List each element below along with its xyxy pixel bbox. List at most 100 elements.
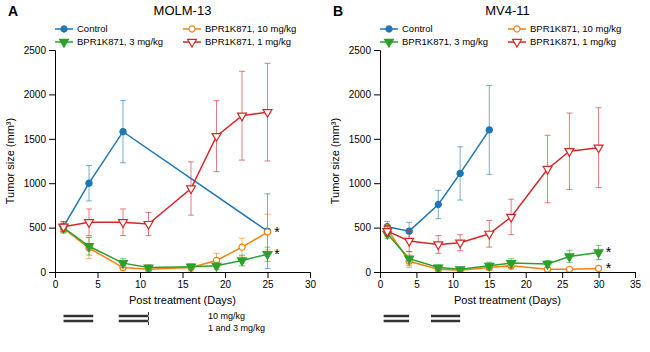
x-tick: 30 bbox=[594, 272, 606, 290]
y-tick-mark bbox=[49, 272, 55, 273]
marker bbox=[263, 252, 272, 260]
marker bbox=[594, 250, 603, 258]
x-tick-label: 35 bbox=[630, 279, 642, 290]
x-axis-line bbox=[56, 273, 311, 279]
dosing-schedule bbox=[384, 316, 461, 321]
series-line bbox=[64, 132, 268, 231]
marker bbox=[456, 267, 465, 272]
marker bbox=[565, 149, 574, 157]
x-tick-label: 25 bbox=[262, 279, 274, 290]
y-tick-mark bbox=[374, 272, 380, 273]
marker bbox=[485, 263, 494, 271]
legend-symbol bbox=[386, 26, 392, 32]
panel-label: B bbox=[333, 3, 343, 19]
marker bbox=[59, 225, 68, 233]
x-axis: 05101520253035 bbox=[378, 272, 642, 290]
x-axis-title: Post treatment (Days) bbox=[454, 294, 561, 306]
marker bbox=[566, 266, 572, 272]
y-tick: 2000 bbox=[349, 89, 380, 100]
legend-item: BPR1K871, 10 mg/kg bbox=[508, 23, 621, 34]
x-tick: 10 bbox=[135, 272, 147, 290]
plot-area bbox=[383, 86, 603, 272]
marker bbox=[543, 261, 552, 269]
legend-label: BPR1K871, 3 mg/kg bbox=[402, 36, 488, 47]
legend-symbol bbox=[385, 39, 394, 47]
x-axis: 051015202530 bbox=[53, 272, 317, 290]
legend-label: Control bbox=[77, 23, 108, 34]
legend-label: BPR1K871, 1 mg/kg bbox=[530, 36, 616, 47]
x-tick-label: 20 bbox=[521, 279, 533, 290]
series-line bbox=[64, 228, 268, 268]
y-tick-label: 0 bbox=[365, 267, 371, 278]
legend-item: Control bbox=[380, 23, 433, 34]
x-tick-label: 5 bbox=[414, 279, 420, 290]
x-tick-mark bbox=[635, 272, 636, 278]
y-tick-label: 2500 bbox=[24, 45, 47, 56]
y-tick: 2500 bbox=[24, 45, 55, 56]
x-tick: 30 bbox=[305, 272, 317, 290]
series-line bbox=[387, 229, 598, 270]
legend-item: Control bbox=[55, 23, 108, 34]
x-tick-mark bbox=[310, 272, 311, 278]
y-tick-mark bbox=[49, 228, 55, 229]
y-tick-mark bbox=[49, 183, 55, 184]
series bbox=[383, 229, 603, 272]
x-tick: 25 bbox=[262, 272, 274, 290]
y-tick: 1500 bbox=[24, 134, 55, 145]
y-tick-label: 1000 bbox=[349, 178, 372, 189]
x-tick-label: 30 bbox=[594, 279, 606, 290]
x-tick: 25 bbox=[557, 272, 569, 290]
series bbox=[383, 108, 603, 254]
y-tick-label: 2500 bbox=[349, 45, 372, 56]
x-tick-mark bbox=[98, 272, 99, 278]
marker bbox=[212, 263, 221, 271]
legend-symbol bbox=[60, 39, 69, 47]
y-tick: 0 bbox=[365, 267, 380, 278]
marker bbox=[187, 264, 196, 272]
y-tick-label: 1500 bbox=[24, 134, 47, 145]
marker bbox=[383, 229, 392, 237]
marker bbox=[238, 113, 247, 121]
y-axis: 0 500 1000 1500 2000 2500 bbox=[349, 45, 381, 278]
x-tick-mark bbox=[268, 272, 269, 278]
y-tick-label: 500 bbox=[29, 222, 46, 233]
x-tick-mark bbox=[416, 272, 417, 278]
y-tick-label: 500 bbox=[354, 222, 371, 233]
marker bbox=[543, 166, 552, 174]
series bbox=[384, 224, 601, 272]
y-tick-label: 1500 bbox=[349, 134, 372, 145]
x-tick: 5 bbox=[95, 272, 101, 290]
y-tick-label: 1000 bbox=[24, 178, 47, 189]
panel: 0510152025303505001000150020002500Post t… bbox=[329, 45, 641, 321]
x-tick-label: 25 bbox=[557, 279, 569, 290]
marker bbox=[485, 231, 494, 239]
y-axis: 05001000150020002500 bbox=[24, 45, 56, 278]
x-tick-label: 10 bbox=[135, 279, 147, 290]
marker bbox=[457, 170, 463, 176]
dosing-bar bbox=[384, 315, 410, 318]
error-bar bbox=[86, 165, 92, 201]
marker bbox=[434, 265, 443, 272]
x-tick-mark bbox=[225, 272, 226, 278]
y-tick-mark bbox=[49, 139, 55, 140]
marker bbox=[59, 224, 68, 232]
marker bbox=[187, 186, 196, 194]
series bbox=[59, 63, 272, 235]
error-bar bbox=[239, 238, 245, 256]
y-tick-mark bbox=[49, 50, 55, 51]
y-tick: 1000 bbox=[24, 178, 55, 189]
panel: 05101520253005001000150020002500Post tre… bbox=[4, 45, 316, 333]
marker bbox=[405, 256, 414, 264]
marker bbox=[120, 129, 126, 135]
series bbox=[60, 101, 270, 269]
x-tick-label: 20 bbox=[220, 279, 232, 290]
legend-label: BPR1K871, 3 mg/kg bbox=[77, 36, 163, 47]
y-axis-line bbox=[49, 51, 56, 273]
marker bbox=[456, 240, 465, 248]
legend-label: Control bbox=[402, 23, 433, 34]
dosing-schedule: 10 mg/kg1 and 3 mg/kg bbox=[64, 311, 266, 333]
series bbox=[59, 223, 272, 272]
x-tick-mark bbox=[599, 272, 600, 278]
x-tick: 5 bbox=[414, 272, 420, 290]
x-tick-label: 30 bbox=[305, 279, 317, 290]
